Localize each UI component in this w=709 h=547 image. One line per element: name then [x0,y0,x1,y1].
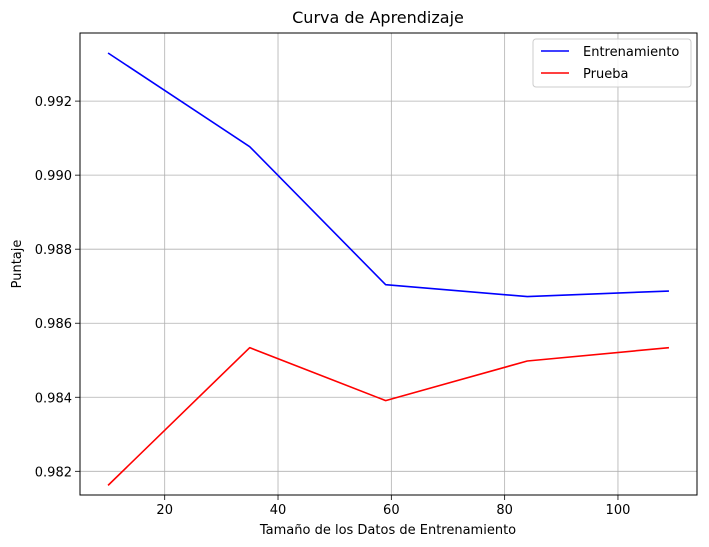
x-tick-label: 100 [606,503,631,518]
x-axis-label: Tamaño de los Datos de Entrenamiento [259,523,516,538]
y-tick-label: 0.982 [35,465,72,480]
grid-lines [80,33,697,495]
legend-label: Prueba [583,67,628,82]
legend: Entrenamiento Prueba [532,38,692,88]
y-tick-label: 0.992 [35,95,72,110]
y-tick-label: 0.988 [35,243,72,258]
legend-label: Entrenamiento [583,45,679,60]
y-axis-label: Puntaje [10,240,25,289]
x-tick-label: 60 [383,503,400,518]
y-tick-label: 0.986 [35,317,72,332]
axis-ticks: 20 40 60 80 100 0.982 0.984 0.986 0.988 0.990 0.99… [35,95,631,518]
legend-box [532,38,692,88]
chart-title: Curva de Aprendizaje [292,8,464,27]
series-lines [107,52,670,486]
x-tick-label: 40 [270,503,287,518]
y-tick-label: 0.984 [35,391,72,406]
series-line-entrenamiento [107,52,669,298]
plot-area-frame [79,32,698,496]
series-line-prueba [107,346,670,486]
y-tick-label: 0.990 [35,169,72,184]
x-tick-label: 80 [496,503,513,518]
x-tick-label: 20 [156,503,173,518]
